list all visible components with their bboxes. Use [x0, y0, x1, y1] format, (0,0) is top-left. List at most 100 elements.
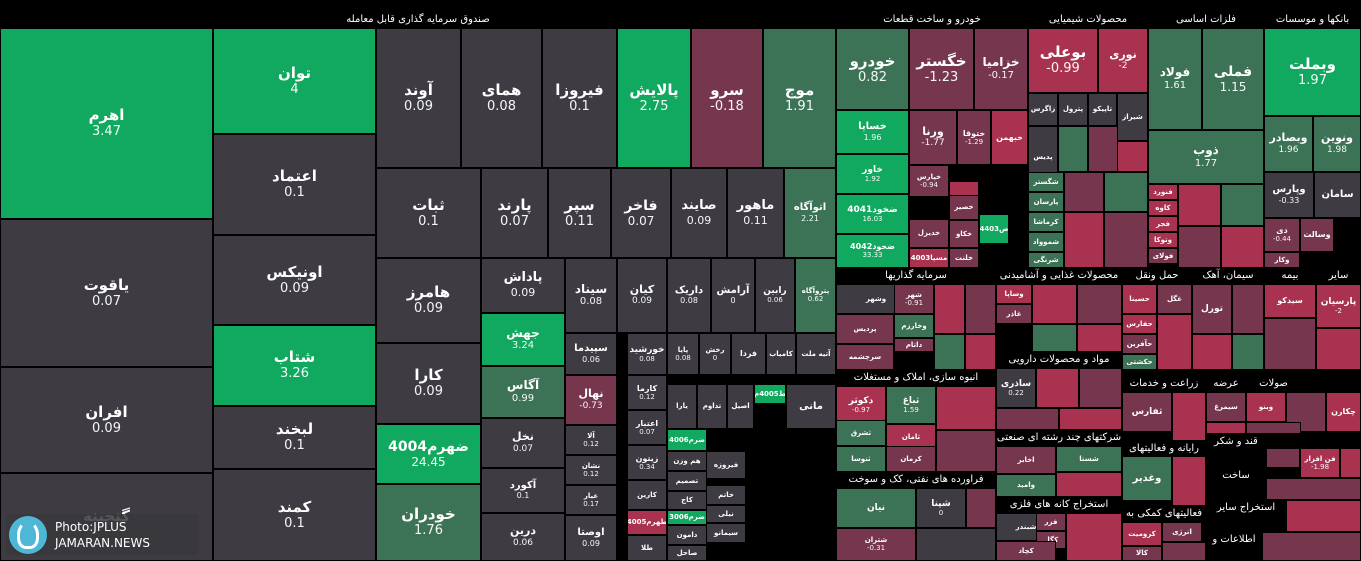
stock-tile[interactable]: سیدکو — [1264, 284, 1316, 318]
stock-tile[interactable]: خزامیا -0.17 — [974, 28, 1028, 110]
small-stock-tile[interactable] — [1104, 212, 1148, 268]
stock-tile[interactable]: چکارن — [1326, 392, 1361, 432]
small-stock-tile[interactable] — [1058, 126, 1088, 172]
stock-tile[interactable]: حکشتی — [1122, 354, 1157, 370]
stock-tile[interactable]: آگاس 0.99 — [481, 366, 565, 418]
stock-tile[interactable]: پردیس — [836, 314, 894, 344]
small-stock-tile[interactable] — [1088, 126, 1118, 172]
stock-tile[interactable]: آرامش 0 — [711, 258, 755, 333]
stock-tile[interactable]: موج 1.91 — [763, 28, 836, 168]
stock-tile[interactable]: کرمان — [886, 446, 936, 472]
small-stock-tile[interactable] — [916, 528, 996, 561]
stock-tile[interactable]: دی -0.44 — [1264, 218, 1300, 252]
stock-tile[interactable]: کاج — [667, 491, 707, 510]
stock-tile[interactable]: غگل — [1157, 284, 1192, 314]
stock-tile[interactable]: غاذر — [996, 304, 1032, 324]
stock-tile[interactable]: وکار — [1264, 252, 1300, 268]
stock-tile[interactable]: اوصتا 0.09 — [565, 515, 617, 561]
stock-tile[interactable]: کیان 0.09 — [617, 258, 667, 333]
small-stock-tile[interactable] — [1064, 172, 1104, 212]
stock-tile[interactable]: شگستر — [1028, 172, 1064, 192]
stock-tile[interactable]: اعتماد 0.1 — [213, 134, 376, 235]
stock-tile[interactable]: لبخند 0.1 — [213, 406, 376, 469]
stock-tile[interactable]: وسالت — [1300, 218, 1334, 252]
stock-tile[interactable]: هم وزن — [667, 451, 707, 471]
small-stock-tile[interactable] — [1077, 284, 1122, 324]
stock-tile[interactable]: ضخود4041 16.03 — [836, 194, 909, 234]
small-stock-tile[interactable] — [1077, 324, 1122, 352]
stock-tile[interactable]: ماهور 0.11 — [727, 168, 784, 258]
small-stock-tile[interactable] — [1340, 448, 1361, 478]
stock-tile[interactable]: وتوکا — [1148, 232, 1178, 248]
stock-tile[interactable]: ضخود4042 33.33 — [836, 234, 909, 268]
stock-tile[interactable]: ساذری 0.22 — [996, 368, 1036, 408]
stock-tile[interactable]: ثشرق — [836, 420, 886, 446]
stock-tile[interactable]: یارا — [667, 384, 697, 429]
stock-tile[interactable]: سپر 0.11 — [548, 168, 611, 258]
stock-tile[interactable]: سیمانو — [706, 523, 746, 543]
stock-tile[interactable]: نیان — [836, 488, 916, 528]
stock-tile[interactable]: فردا — [731, 333, 766, 375]
stock-tile[interactable]: فولاد 1.61 — [1148, 28, 1202, 130]
stock-tile[interactable]: اخابر — [996, 446, 1056, 474]
small-stock-tile[interactable] — [936, 430, 996, 472]
stock-tile[interactable]: آلا 0.12 — [565, 425, 617, 455]
small-stock-tile[interactable] — [1117, 141, 1148, 172]
stock-tile[interactable]: نهال -0.73 — [565, 375, 617, 425]
small-stock-tile[interactable] — [1178, 184, 1221, 226]
small-stock-tile[interactable] — [1206, 422, 1246, 434]
stock-tile[interactable]: ضرم3006 — [667, 510, 707, 525]
stock-tile[interactable]: کارین — [627, 480, 667, 510]
stock-tile[interactable]: فاخر 0.07 — [611, 168, 671, 258]
small-stock-tile[interactable] — [1232, 284, 1264, 334]
stock-tile[interactable]: خاور 1.92 — [836, 154, 909, 194]
stock-tile[interactable]: شپنا 0 — [916, 488, 966, 528]
stock-tile[interactable]: خلنت — [949, 248, 979, 268]
stock-tile[interactable]: فیروزه — [706, 451, 746, 479]
stock-tile[interactable]: نیلی — [706, 505, 746, 523]
stock-tile[interactable]: تداوم — [697, 384, 727, 429]
stock-tile[interactable]: شتاب 3.26 — [213, 325, 376, 406]
small-stock-tile[interactable] — [1032, 324, 1077, 352]
stock-tile[interactable]: خاتم — [706, 485, 746, 505]
stock-tile[interactable]: آکورد 0.1 — [481, 468, 565, 513]
small-stock-tile[interactable] — [1036, 368, 1079, 408]
stock-tile[interactable]: طلا — [627, 535, 667, 561]
stock-tile[interactable]: کچاد — [996, 541, 1056, 561]
stock-tile[interactable]: ثفارس — [1122, 392, 1172, 432]
stock-tile[interactable]: کرماشا — [1028, 212, 1064, 232]
stock-tile[interactable]: درین 0.06 — [481, 513, 565, 561]
stock-tile[interactable]: 4403ض — [979, 214, 1009, 244]
small-stock-tile[interactable] — [1264, 318, 1316, 370]
stock-tile[interactable]: حآفرین — [1122, 334, 1157, 354]
stock-tile[interactable]: کرومیت — [1122, 522, 1162, 546]
stock-tile[interactable]: صایند 0.09 — [671, 168, 727, 258]
stock-tile[interactable]: اعتبار 0.07 — [627, 410, 667, 445]
small-stock-tile[interactable] — [1032, 284, 1077, 324]
small-stock-tile[interactable] — [1056, 472, 1122, 497]
stock-tile[interactable]: پتروآگاه 0.62 — [795, 258, 836, 333]
stock-tile[interactable]: کمند 0.1 — [213, 469, 376, 561]
stock-tile[interactable]: شستا — [1056, 446, 1122, 472]
stock-tile[interactable]: پاداش 0.09 — [481, 258, 565, 313]
stock-tile[interactable]: خساپا 1.96 — [836, 110, 909, 154]
stock-tile[interactable]: وساپا — [996, 284, 1032, 304]
stock-tile[interactable]: وامید — [996, 474, 1056, 497]
stock-tile[interactable]: وبصادر 1.96 — [1264, 116, 1313, 172]
stock-tile[interactable]: همای 0.08 — [461, 28, 542, 168]
small-stock-tile[interactable] — [1059, 408, 1122, 430]
stock-tile[interactable]: ورنا -1.77 — [909, 110, 957, 165]
stock-tile[interactable]: صاحل — [667, 545, 707, 561]
stock-tile[interactable]: دکوثر -0.97 — [836, 386, 886, 424]
stock-tile[interactable]: تصمیم — [667, 471, 707, 491]
stock-tile[interactable]: خودران 1.76 — [376, 484, 481, 561]
stock-tile[interactable]: حفارس — [1122, 314, 1157, 334]
stock-tile[interactable]: ونوین 1.98 — [1313, 116, 1361, 172]
stock-tile[interactable]: ط4005م — [754, 384, 786, 404]
stock-tile[interactable]: فیروزا 0.1 — [542, 28, 617, 168]
stock-tile[interactable]: سامان — [1314, 172, 1361, 218]
stock-tile[interactable]: تورل — [1192, 284, 1232, 334]
small-stock-tile[interactable] — [1316, 328, 1361, 370]
stock-tile[interactable]: شموواد — [1028, 232, 1064, 252]
stock-tile[interactable]: نخل 0.07 — [481, 418, 565, 468]
